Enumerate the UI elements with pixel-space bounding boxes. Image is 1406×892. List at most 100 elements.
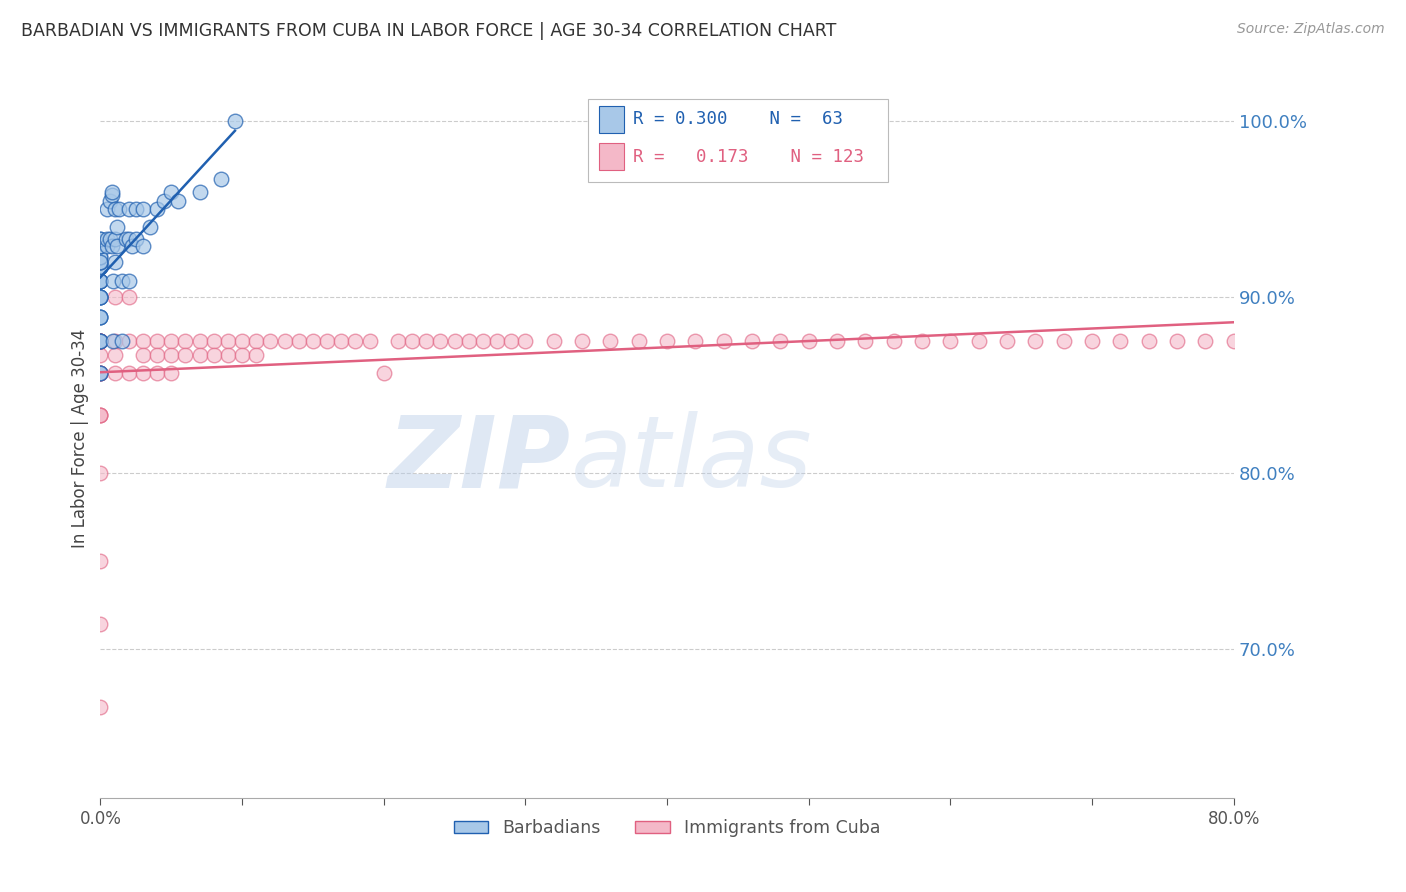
Point [89, 408, 111, 422]
Point [599, 334, 621, 349]
Point [160, 185, 183, 199]
Point [245, 348, 267, 362]
Point [118, 275, 141, 289]
Point [1024, 334, 1046, 349]
Point [501, 334, 523, 349]
Point [139, 219, 162, 234]
Point [89, 260, 111, 275]
Point [89, 366, 111, 380]
Point [1166, 334, 1188, 349]
Text: atlas: atlas [571, 411, 813, 508]
Point [89, 366, 111, 380]
Point [1053, 334, 1076, 349]
Point [125, 202, 148, 217]
Point [259, 334, 281, 349]
Bar [599, 143, 624, 170]
Point [245, 334, 267, 349]
Point [132, 348, 155, 362]
Point [89, 239, 111, 253]
Point [769, 334, 792, 349]
Point [146, 366, 169, 380]
Point [89, 334, 111, 349]
Point [89, 275, 111, 289]
Point [153, 194, 176, 208]
Point [100, 188, 122, 202]
Point [160, 366, 183, 380]
Point [387, 334, 409, 349]
Point [100, 185, 122, 199]
Point [995, 334, 1018, 349]
Point [118, 202, 141, 217]
Point [217, 334, 239, 349]
Point [231, 348, 253, 362]
Text: Source: ZipAtlas.com: Source: ZipAtlas.com [1237, 22, 1385, 37]
Point [89, 239, 111, 253]
Point [655, 334, 678, 349]
Point [89, 310, 111, 324]
Point [471, 334, 494, 349]
Point [89, 334, 111, 349]
Point [89, 275, 111, 289]
Bar [599, 105, 624, 133]
Point [797, 334, 820, 349]
Point [685, 334, 707, 349]
Y-axis label: In Labor Force | Age 30-34: In Labor Force | Age 30-34 [72, 328, 89, 548]
Point [89, 232, 111, 246]
Point [98, 232, 121, 246]
Point [174, 348, 197, 362]
Text: ZIP: ZIP [388, 411, 571, 508]
Point [89, 260, 111, 275]
Point [359, 334, 381, 349]
Point [89, 366, 111, 380]
Point [209, 172, 232, 186]
Point [146, 334, 169, 349]
Point [101, 275, 124, 289]
Point [98, 194, 121, 208]
Point [96, 239, 118, 253]
Point [89, 334, 111, 349]
Point [89, 255, 111, 269]
Point [543, 334, 565, 349]
Point [115, 232, 138, 246]
Point [118, 232, 141, 246]
Point [89, 554, 111, 568]
Point [89, 290, 111, 304]
Point [132, 239, 155, 253]
Point [287, 334, 309, 349]
Point [89, 334, 111, 349]
Point [188, 348, 211, 362]
Point [1081, 334, 1104, 349]
Point [188, 334, 211, 349]
Point [107, 202, 129, 217]
Point [146, 202, 169, 217]
Point [486, 334, 509, 349]
Point [344, 334, 367, 349]
Point [457, 334, 479, 349]
Point [105, 219, 128, 234]
Point [713, 334, 735, 349]
Point [103, 232, 125, 246]
FancyBboxPatch shape [588, 99, 889, 182]
Point [89, 334, 111, 349]
Point [1109, 334, 1132, 349]
Point [202, 334, 225, 349]
Point [316, 334, 339, 349]
Point [825, 334, 848, 349]
Point [855, 334, 877, 349]
Point [103, 202, 125, 217]
Text: R = 0.300    N =  63: R = 0.300 N = 63 [633, 111, 844, 128]
Point [1223, 334, 1246, 349]
Point [89, 366, 111, 380]
Point [89, 290, 111, 304]
Point [89, 255, 111, 269]
Point [121, 239, 143, 253]
Point [132, 366, 155, 380]
Point [118, 290, 141, 304]
Point [1194, 334, 1216, 349]
Point [89, 366, 111, 380]
Point [89, 408, 111, 422]
Point [89, 334, 111, 349]
Point [105, 239, 128, 253]
Point [273, 334, 295, 349]
Point [146, 348, 169, 362]
